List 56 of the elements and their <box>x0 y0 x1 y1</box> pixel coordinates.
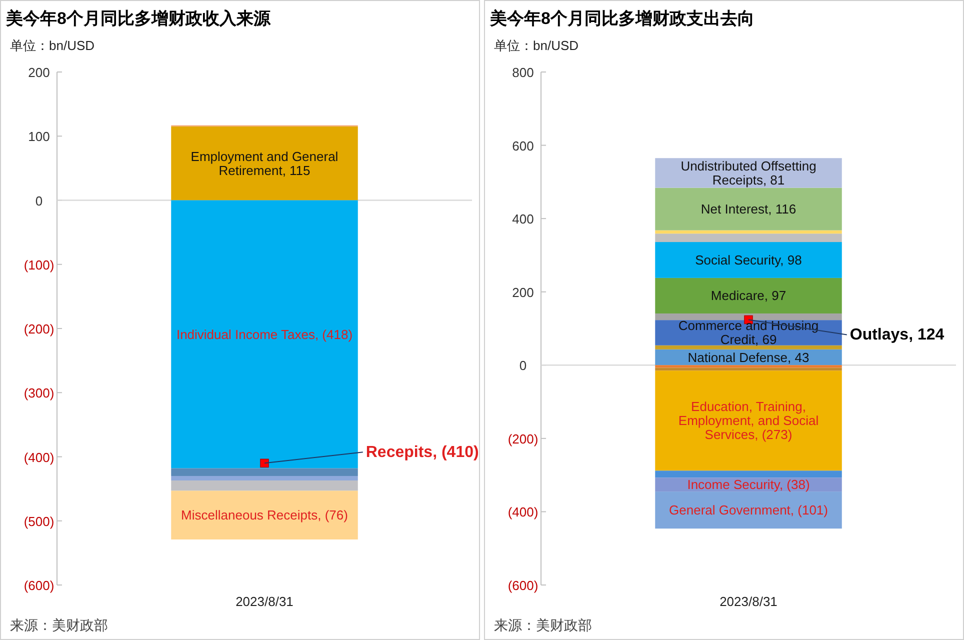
y-tick-label: (200) <box>508 431 538 446</box>
y-tick-label: 0 <box>519 358 527 374</box>
bar <box>655 370 842 471</box>
data-label: Undistributed Offsetting Receipts, 81 <box>680 158 816 188</box>
data-label: Employment and General Retirement, 115 <box>190 148 338 178</box>
bar <box>655 365 842 368</box>
source-note: 来源：美财政部 <box>494 617 592 633</box>
chart-title: 美今年8个月同比多增财政支出去向 <box>489 9 754 28</box>
y-tick-label: 0 <box>35 193 43 208</box>
data-label: Medicare, 97 <box>710 288 786 304</box>
y-tick-label: 400 <box>512 212 534 227</box>
y-tick-label: (500) <box>24 514 54 529</box>
y-tick-label: (200) <box>24 322 54 336</box>
y-tick-label: 600 <box>512 138 534 154</box>
data-label: General Government, (101) <box>669 502 828 518</box>
data-label: Social Security, 98 <box>695 252 802 268</box>
y-tick-label: (400) <box>24 450 54 465</box>
y-tick-label: 200 <box>512 284 534 300</box>
data-label: National Defense, 43 <box>688 350 810 365</box>
y-axis-title: 单位：bn/USD <box>494 38 579 53</box>
source-note: 来源：美财政部 <box>10 617 108 633</box>
bar <box>171 200 358 468</box>
bar <box>655 230 842 234</box>
bar <box>655 188 842 230</box>
y-tick-label: 200 <box>28 65 50 80</box>
bar <box>655 470 842 478</box>
bar <box>171 126 358 200</box>
annotation: Recepits, (410) <box>366 444 479 462</box>
y-tick-label: (600) <box>508 578 538 593</box>
y-tick-label: 100 <box>28 129 50 144</box>
bar <box>171 468 358 476</box>
y-axis-title: 单位：bn/USD <box>10 38 95 53</box>
y-tick-label: (300) <box>24 386 54 401</box>
bar <box>655 368 842 371</box>
chart-title: 美今年8个月同比多增财政收入来源 <box>5 9 272 28</box>
x-tick-label: 2023/8/31 <box>236 594 294 609</box>
y-tick-label: (100) <box>24 257 54 272</box>
data-label: Income Security, (38) <box>687 477 810 492</box>
y-tick-label: 800 <box>512 65 534 80</box>
bar <box>655 278 842 314</box>
data-label: Education, Training, Employment, and Social Services, (273) <box>678 399 819 442</box>
y-tick-label: (600) <box>24 578 54 593</box>
x-tick-label: 2023/8/31 <box>720 594 778 609</box>
bar <box>655 345 842 350</box>
bar <box>171 476 358 480</box>
bar <box>655 234 842 242</box>
data-label: Net Interest, 116 <box>700 202 796 217</box>
bar <box>655 313 842 320</box>
annotation: Outlays, 124 <box>850 326 944 344</box>
bar <box>171 480 358 491</box>
bar <box>655 492 842 529</box>
data-label: Individual Income Taxes, (418) <box>176 326 353 342</box>
y-tick-label: (400) <box>508 504 538 520</box>
bar <box>171 490 358 540</box>
bar <box>655 242 842 278</box>
data-label: Miscellaneous Receipts, (76) <box>181 508 348 523</box>
